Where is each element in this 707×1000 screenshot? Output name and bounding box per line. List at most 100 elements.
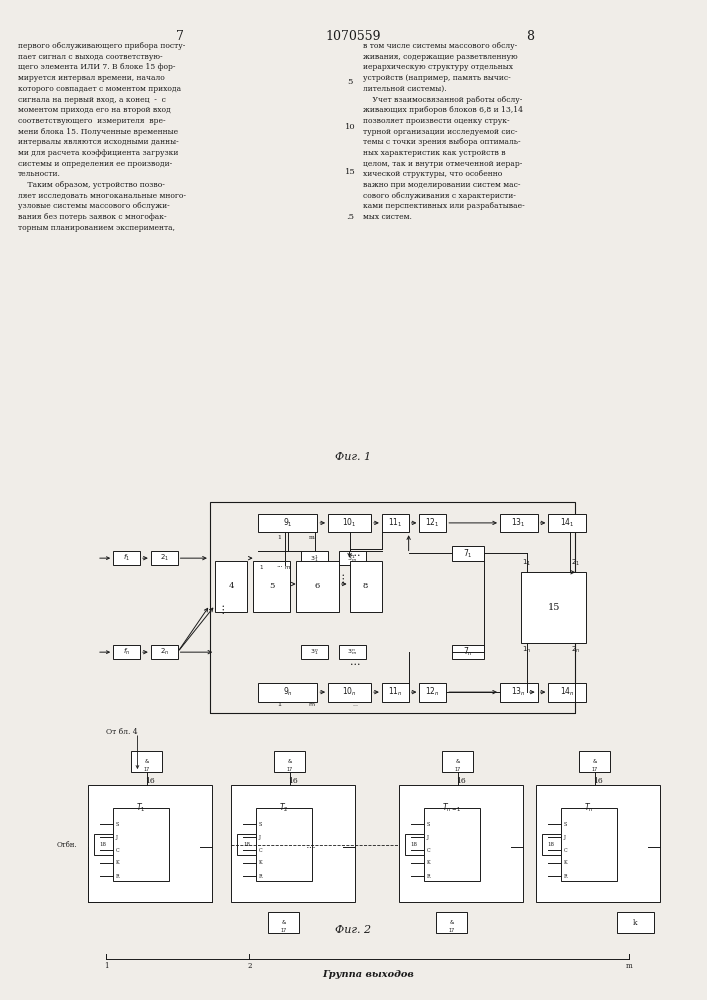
- Text: 17: 17: [455, 767, 461, 772]
- Text: 17: 17: [448, 928, 455, 933]
- Text: C: C: [427, 848, 431, 852]
- Text: $13_n$: $13_n$: [511, 686, 526, 698]
- Text: 16: 16: [145, 777, 155, 785]
- Text: 10: 10: [345, 123, 356, 131]
- Bar: [253, 560, 291, 612]
- Bar: [522, 572, 586, 643]
- Text: $13_1$: $13_1$: [511, 517, 526, 529]
- Text: S: S: [116, 822, 119, 826]
- Bar: [349, 560, 382, 612]
- Text: &: &: [456, 759, 460, 764]
- Bar: [132, 751, 163, 772]
- Bar: [113, 551, 140, 565]
- Text: S: S: [427, 822, 430, 826]
- Text: первого обслуживающего прибора посту-
пает сигнал с выхода соответствую-
щего эл: первого обслуживающего прибора посту- па…: [18, 42, 186, 232]
- Text: 1: 1: [278, 702, 281, 706]
- Text: 17: 17: [287, 767, 293, 772]
- Text: 15: 15: [547, 603, 560, 612]
- Text: 1: 1: [259, 565, 262, 570]
- Text: $2_n$: $2_n$: [160, 647, 169, 657]
- Text: $11_1$: $11_1$: [388, 517, 402, 529]
- Text: 1: 1: [104, 962, 109, 970]
- Text: $10_n$: $10_n$: [342, 686, 357, 698]
- Text: K: K: [259, 860, 262, 865]
- Text: 17: 17: [281, 928, 287, 933]
- Bar: [399, 785, 523, 902]
- Bar: [88, 785, 212, 902]
- Bar: [561, 808, 617, 881]
- Text: 5: 5: [347, 78, 353, 86]
- Text: Фиг. 2: Фиг. 2: [335, 925, 371, 935]
- Bar: [151, 551, 177, 565]
- Text: 1070559: 1070559: [325, 30, 381, 43]
- Bar: [112, 808, 168, 881]
- Text: ...: ...: [352, 702, 358, 706]
- Bar: [382, 514, 409, 532]
- Text: 5: 5: [269, 582, 274, 590]
- Bar: [258, 683, 317, 702]
- Bar: [405, 834, 423, 855]
- Text: ...: ...: [216, 602, 226, 613]
- Text: $2_1$: $2_1$: [571, 557, 580, 568]
- Text: 7: 7: [176, 30, 184, 43]
- Bar: [579, 751, 610, 772]
- Text: m: m: [309, 702, 315, 706]
- Bar: [419, 683, 446, 702]
- Text: J: J: [563, 834, 566, 840]
- Text: 16: 16: [288, 777, 298, 785]
- Bar: [339, 551, 366, 565]
- Bar: [452, 645, 484, 659]
- Text: m: m: [309, 535, 315, 540]
- Text: 16: 16: [456, 777, 466, 785]
- Text: ...: ...: [350, 657, 360, 667]
- Text: $2_n$: $2_n$: [571, 645, 580, 655]
- Text: ...: ...: [306, 840, 317, 850]
- Text: $14_n$: $14_n$: [560, 686, 575, 698]
- Text: $12_n$: $12_n$: [426, 686, 440, 698]
- Text: 18: 18: [100, 842, 107, 847]
- Text: в том числе системы массового обслу-
живания, содержащие разветвленную
иерархиче: в том числе системы массового обслу- жив…: [363, 42, 525, 221]
- Text: 8: 8: [363, 582, 368, 590]
- Bar: [549, 683, 586, 702]
- Text: R: R: [427, 874, 431, 879]
- Bar: [94, 834, 112, 855]
- Bar: [328, 683, 371, 702]
- Text: &: &: [288, 759, 292, 764]
- Bar: [339, 645, 366, 659]
- Text: $9_1$: $9_1$: [283, 517, 293, 529]
- Text: K: K: [563, 860, 568, 865]
- Text: R: R: [563, 874, 567, 879]
- Text: ...: ...: [276, 562, 283, 568]
- Text: &: &: [592, 759, 597, 764]
- Text: $3^1_m$: $3^1_m$: [347, 553, 357, 564]
- Text: C: C: [116, 848, 119, 852]
- Bar: [419, 514, 446, 532]
- Text: Группа выходов: Группа выходов: [322, 970, 414, 979]
- Text: K: K: [427, 860, 431, 865]
- Text: C: C: [259, 848, 262, 852]
- Text: $2_1$: $2_1$: [160, 553, 169, 563]
- Text: J: J: [259, 834, 261, 840]
- Text: $3^n_1$: $3^n_1$: [310, 647, 319, 657]
- Bar: [215, 560, 247, 612]
- Text: Отбн.: Отбн.: [57, 841, 77, 849]
- Text: .5: .5: [346, 213, 354, 221]
- Text: От бл. 4: От бл. 4: [106, 728, 138, 736]
- Text: 6: 6: [315, 582, 320, 590]
- Text: C: C: [563, 848, 567, 852]
- Text: $11_n$: $11_n$: [388, 686, 402, 698]
- Text: S: S: [563, 822, 567, 826]
- Text: 18: 18: [243, 842, 250, 847]
- Bar: [500, 514, 537, 532]
- Text: $T_2$: $T_2$: [279, 801, 288, 814]
- Text: 4: 4: [228, 582, 234, 590]
- Bar: [256, 808, 312, 881]
- Bar: [423, 808, 479, 881]
- Bar: [542, 834, 561, 855]
- Text: ...: ...: [350, 548, 360, 558]
- Bar: [536, 785, 660, 902]
- Text: k: k: [633, 919, 638, 927]
- Bar: [382, 683, 409, 702]
- Text: K: K: [116, 860, 119, 865]
- Bar: [274, 751, 305, 772]
